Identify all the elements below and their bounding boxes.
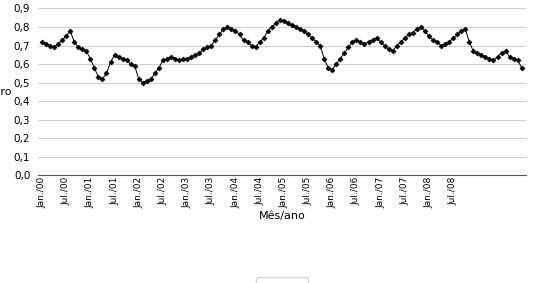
Legend: $\it{Pp}$: $\it{Pp}$ xyxy=(256,277,308,283)
Y-axis label: /litro: /litro xyxy=(0,87,11,97)
X-axis label: Mês/ano: Mês/ano xyxy=(259,211,305,221)
